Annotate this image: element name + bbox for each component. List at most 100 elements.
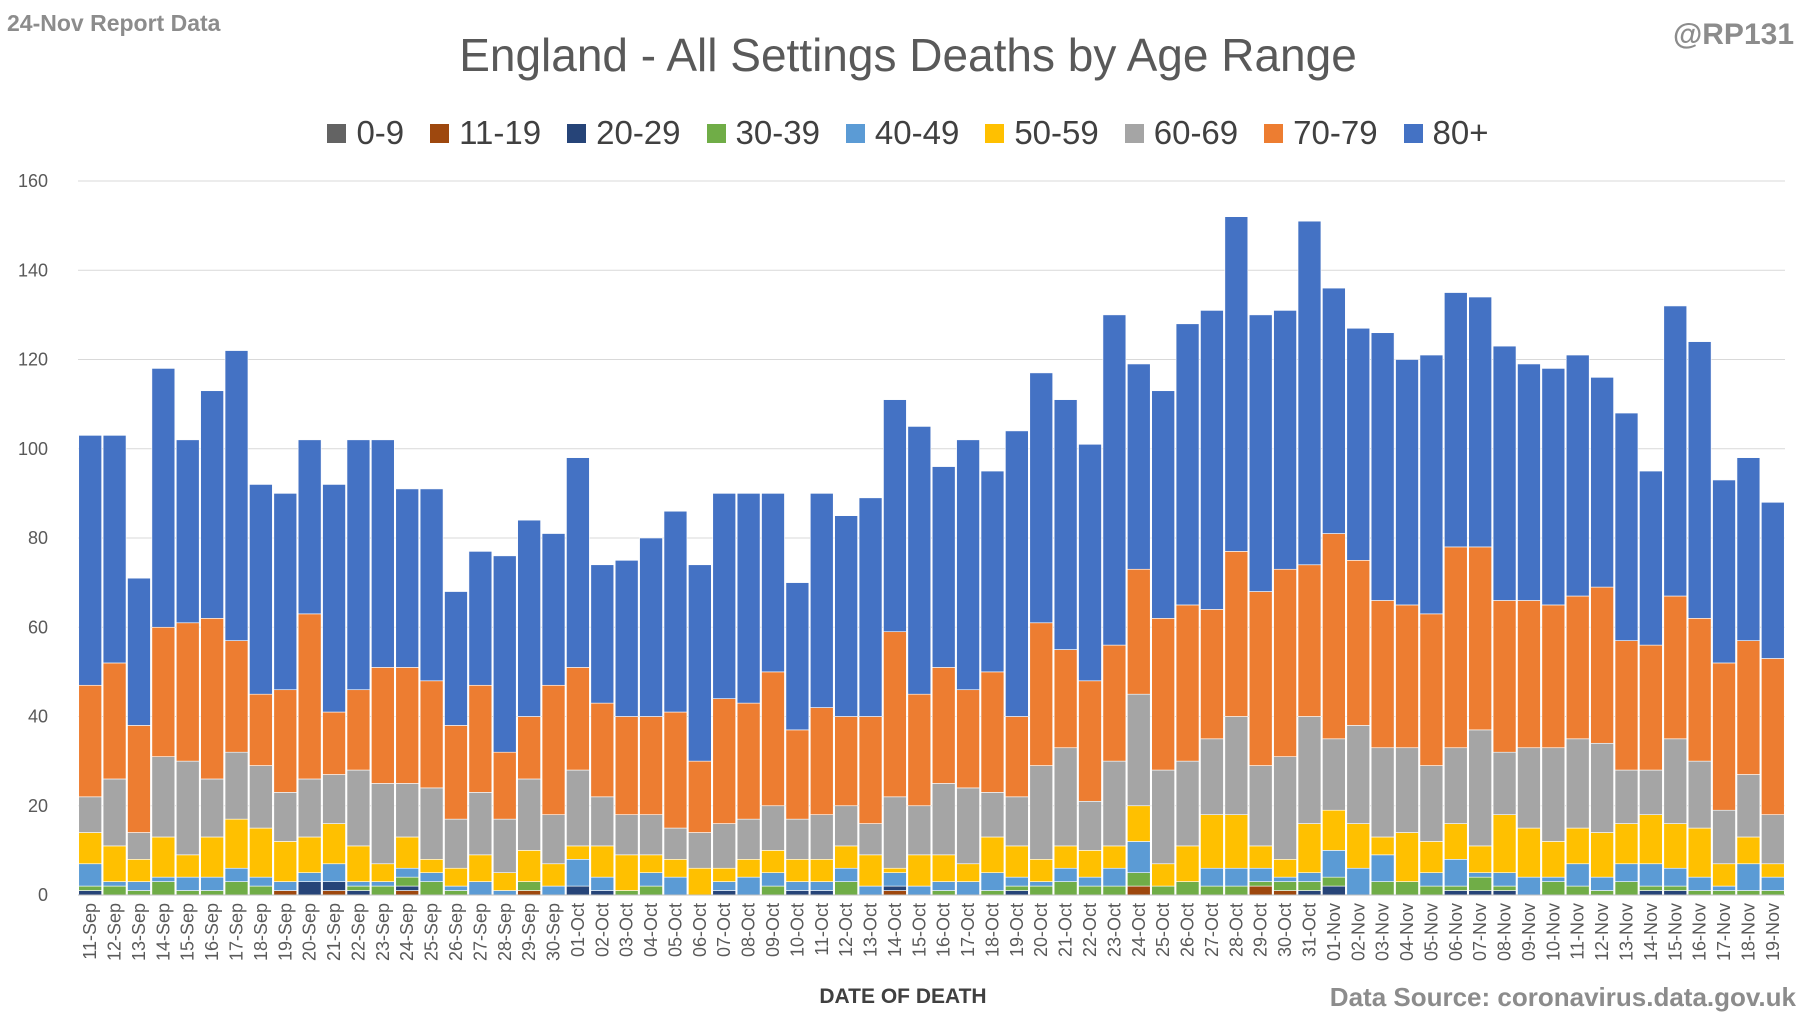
bar-segment — [492, 872, 517, 891]
bar-segment — [1590, 890, 1614, 896]
bar-segment — [1761, 890, 1785, 896]
x-tick-label: 13-Oct — [861, 903, 881, 957]
bar-segment — [297, 439, 322, 615]
bar-segment — [1614, 640, 1639, 771]
bar-segment — [907, 426, 932, 695]
bar-segment — [688, 564, 712, 762]
bar-segment — [1200, 867, 1224, 887]
bar-segment — [175, 876, 200, 891]
bar-segment — [127, 858, 151, 882]
legend-label: 80+ — [1432, 114, 1489, 151]
bar-segment — [907, 885, 932, 896]
bar-segment — [883, 890, 907, 896]
bar-segment — [1273, 858, 1297, 878]
bar-segment — [834, 515, 858, 717]
bar-segment — [663, 827, 688, 860]
x-tick-label: 27-Oct — [1202, 903, 1222, 957]
bar-segment — [1444, 546, 1468, 749]
x-tick-label: 18-Oct — [982, 903, 1002, 957]
x-tick-label: 16-Nov — [1690, 903, 1710, 961]
bar-segment — [395, 488, 419, 668]
bar-segment — [346, 885, 371, 891]
bar-segment — [1102, 867, 1127, 887]
bar-segment — [1761, 814, 1785, 865]
x-tick-label: 14-Sep — [153, 903, 173, 961]
bar-segment — [1761, 863, 1785, 878]
bar-segment — [1444, 890, 1468, 896]
bar-segment — [517, 778, 541, 851]
bar-segment — [346, 881, 371, 887]
bar-segment — [931, 667, 956, 784]
x-tick-label: 28-Oct — [1226, 903, 1246, 957]
bar-segment — [1005, 716, 1029, 798]
legend-label: 11-19 — [459, 114, 542, 151]
x-tick-label: 09-Nov — [1519, 903, 1539, 961]
bar-segment — [590, 796, 615, 847]
bar-segment — [1346, 327, 1371, 561]
bar-segment — [371, 863, 395, 882]
bar-segment — [858, 823, 883, 856]
bar-segment — [1614, 881, 1639, 896]
bar-segment — [1736, 863, 1761, 891]
bar-segment — [1127, 872, 1151, 887]
legend-label: 0-9 — [356, 114, 405, 151]
x-tick-label: 17-Sep — [227, 903, 247, 961]
bar-segment — [590, 876, 615, 891]
bar-segment — [614, 560, 639, 717]
bar-segment — [1175, 604, 1200, 762]
legend: 0-9 11-19 20-29 30-39 40-49 50-59 60-69 … — [0, 114, 1816, 152]
bar-segment — [1200, 814, 1224, 869]
bar-segment — [1248, 314, 1273, 592]
bar-segment — [736, 702, 761, 820]
bar-segment — [1248, 867, 1273, 882]
bar-segment — [883, 796, 907, 869]
bar-segment — [712, 867, 736, 882]
bar-segment — [444, 890, 468, 896]
x-tick-label: 10-Nov — [1543, 903, 1563, 961]
x-axis-title: DATE OF DEATH — [819, 985, 987, 1008]
bar-segment — [1224, 216, 1249, 552]
bar-segment — [322, 823, 346, 865]
x-tick-label: 17-Nov — [1714, 903, 1734, 961]
x-tick-label: 05-Oct — [665, 903, 685, 957]
bar-segment — [151, 756, 176, 838]
bar-segment — [541, 814, 566, 865]
bar-segment — [1102, 885, 1127, 896]
bar-segment — [907, 854, 932, 887]
bar-segment — [1078, 885, 1102, 896]
bar-segment — [1200, 738, 1224, 815]
bar-segment — [1005, 796, 1029, 847]
x-tick-label: 16-Sep — [202, 903, 222, 961]
bar-segment — [1565, 354, 1590, 597]
x-tick-label: 28-Sep — [495, 903, 515, 961]
bar-segment — [1712, 863, 1736, 887]
bar-segment — [1419, 354, 1444, 615]
bar-segment — [1687, 890, 1712, 896]
bar-segment — [1590, 876, 1614, 891]
bar-segment — [1248, 845, 1273, 869]
bar-segment — [1736, 774, 1761, 838]
bar-segment — [249, 484, 273, 695]
bar-segment — [810, 814, 834, 860]
x-tick-label: 10-Oct — [787, 903, 807, 957]
bar-segment — [1029, 885, 1053, 896]
y-tick-label: 20 — [28, 796, 48, 816]
x-tick-label: 26-Sep — [446, 903, 466, 961]
bar-segment — [78, 684, 102, 798]
bar-segment — [614, 716, 639, 815]
bar-segment — [1200, 609, 1224, 740]
bar-segment — [1541, 881, 1566, 896]
bar-segment — [639, 854, 663, 873]
bar-segment — [517, 881, 541, 891]
bar-segment — [322, 711, 346, 775]
bar-segment — [761, 872, 785, 887]
x-tick-label: 12-Oct — [836, 903, 856, 957]
bar-segment — [1005, 885, 1029, 891]
bar-segment — [1005, 876, 1029, 887]
bar-segment — [1297, 881, 1322, 891]
bar-segment — [78, 863, 102, 887]
bar-segment — [1370, 854, 1395, 882]
bar-segment — [1029, 858, 1053, 882]
y-tick-label: 160 — [18, 171, 48, 191]
